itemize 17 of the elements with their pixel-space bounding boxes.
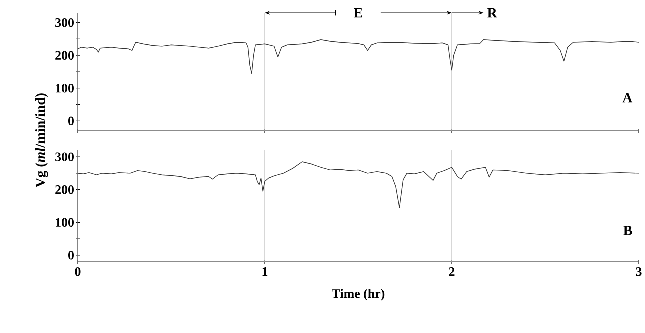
- annotation: E: [354, 8, 362, 18]
- x-axis-title: Time (hr): [332, 289, 385, 301]
- x-tick-label: 0: [75, 268, 81, 276]
- y-tick-label: 200: [56, 51, 74, 60]
- y-tick-label: 300: [56, 18, 74, 28]
- y-tick-label: 200: [56, 185, 74, 194]
- annotation: R: [488, 8, 498, 18]
- y-tick-label: 300: [56, 152, 74, 162]
- annotation: B: [624, 226, 632, 236]
- y-tick-label: 100: [56, 218, 74, 228]
- x-tick-label: 1: [262, 268, 268, 276]
- x-tick-label: 2: [449, 268, 455, 276]
- annotation: A: [622, 93, 633, 103]
- x-tick-label: 3: [636, 268, 642, 276]
- y-tick-label: 100: [56, 84, 74, 93]
- y-tick-label: 0: [68, 251, 74, 260]
- y-tick-label: 0: [68, 116, 74, 126]
